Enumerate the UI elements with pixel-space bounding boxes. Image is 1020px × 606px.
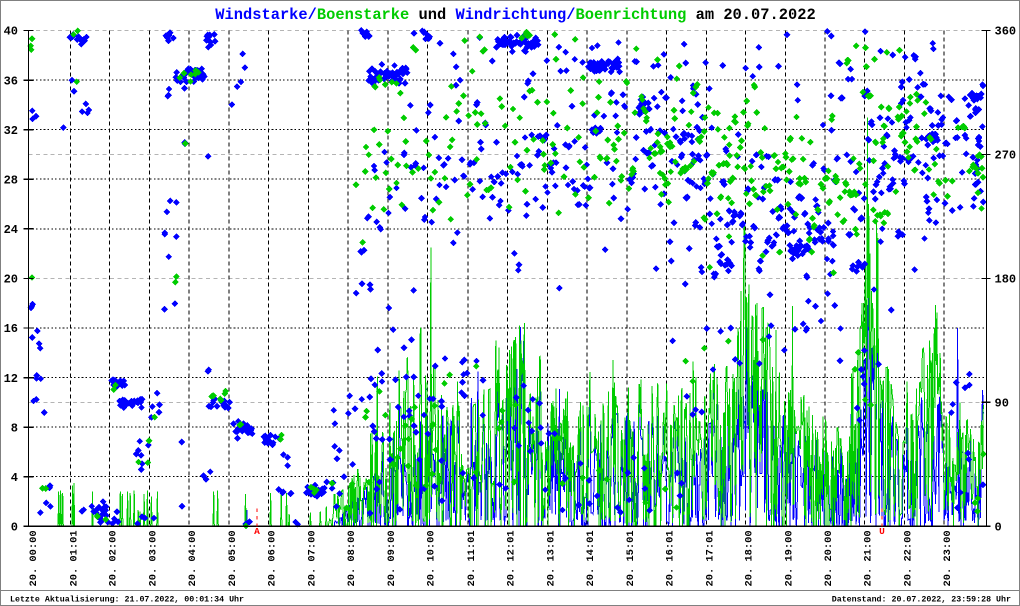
svg-text:32: 32 xyxy=(4,124,18,138)
svg-text:20. 03:00: 20. 03:00 xyxy=(147,530,159,586)
svg-text:36: 36 xyxy=(4,74,18,88)
svg-text:Letzte Aktualisierung: 21.07.2: Letzte Aktualisierung: 21.07.2022, 00:01… xyxy=(10,595,244,605)
svg-text:20. 04:00: 20. 04:00 xyxy=(187,530,199,586)
svg-text:20. 01:01: 20. 01:01 xyxy=(69,530,81,586)
svg-text:20: 20 xyxy=(4,273,18,287)
svg-text:20. 08:00: 20. 08:00 xyxy=(346,530,358,586)
svg-text:40: 40 xyxy=(4,25,18,39)
svg-text:Datenstand: 20.07.2022, 23:59:: Datenstand: 20.07.2022, 23:59:28 Uhr xyxy=(832,595,1011,605)
svg-text:4: 4 xyxy=(11,471,18,485)
svg-text:20. 20:00: 20. 20:00 xyxy=(823,530,835,586)
svg-text:20. 07:00: 20. 07:00 xyxy=(306,530,318,586)
svg-text:20. 21:00: 20. 21:00 xyxy=(863,530,875,586)
svg-text:A: A xyxy=(254,526,260,537)
svg-text:20. 12:01: 20. 12:01 xyxy=(506,530,518,586)
svg-text:180: 180 xyxy=(995,273,1017,287)
svg-text:24: 24 xyxy=(4,223,18,237)
svg-text:Windstarke/Boenstarke und Wind: Windstarke/Boenstarke und Windrichtung/B… xyxy=(215,6,815,24)
svg-text:16: 16 xyxy=(4,322,18,336)
svg-text:20. 09:00: 20. 09:00 xyxy=(386,530,398,586)
svg-text:20. 10:00: 20. 10:00 xyxy=(426,530,438,586)
svg-text:20. 23:00: 20. 23:00 xyxy=(942,530,954,586)
svg-text:20. 19:00: 20. 19:00 xyxy=(783,530,795,586)
svg-text:0: 0 xyxy=(11,521,18,535)
svg-text:20. 02:00: 20. 02:00 xyxy=(108,530,120,586)
svg-text:12: 12 xyxy=(4,372,18,386)
svg-text:U: U xyxy=(879,526,885,537)
svg-text:20. 06:00: 20. 06:00 xyxy=(267,530,279,586)
svg-text:20. 13:01: 20. 13:01 xyxy=(546,530,558,586)
svg-text:20. 22:00: 20. 22:00 xyxy=(903,530,915,586)
svg-text:0: 0 xyxy=(995,521,1002,535)
svg-text:20. 17:01: 20. 17:01 xyxy=(704,530,716,586)
svg-text:270: 270 xyxy=(995,149,1017,163)
svg-text:8: 8 xyxy=(11,421,18,435)
svg-text:20. 14:01: 20. 14:01 xyxy=(585,530,597,586)
svg-text:20. 00:00: 20. 00:00 xyxy=(28,530,40,586)
svg-text:20. 18:00: 20. 18:00 xyxy=(744,530,756,586)
svg-text:20. 15:01: 20. 15:01 xyxy=(625,530,637,586)
svg-text:360: 360 xyxy=(995,25,1017,39)
svg-text:90: 90 xyxy=(995,397,1009,411)
svg-text:20. 16:01: 20. 16:01 xyxy=(665,530,677,586)
svg-text:28: 28 xyxy=(4,173,18,187)
svg-text:20. 11:01: 20. 11:01 xyxy=(466,530,478,586)
svg-text:20. 05:00: 20. 05:00 xyxy=(227,530,239,586)
